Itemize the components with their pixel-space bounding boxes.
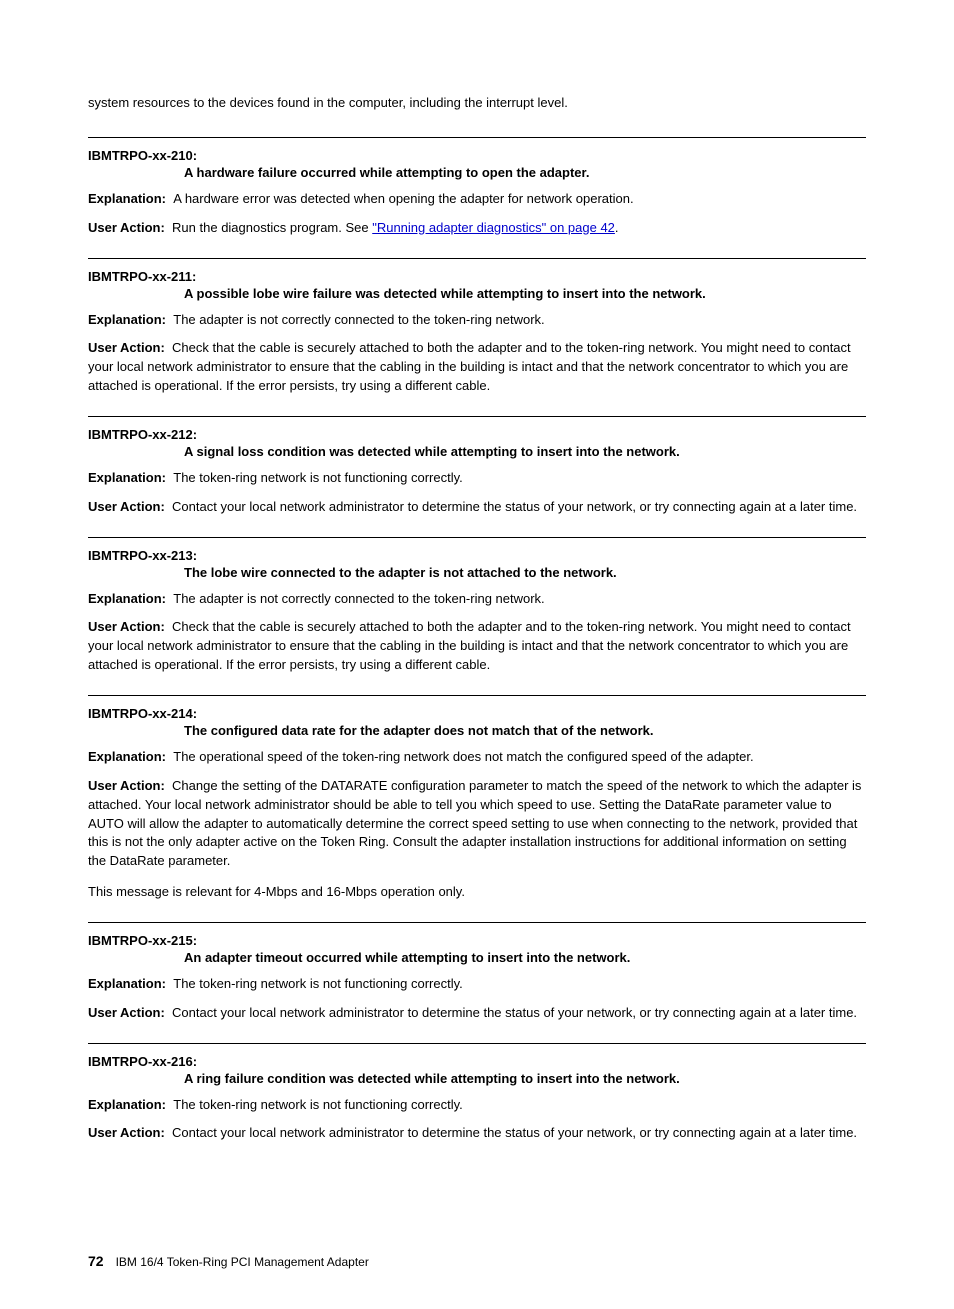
explanation-field: Explanation: The operational speed of th…	[88, 748, 866, 767]
explanation-text: The adapter is not correctly connected t…	[173, 312, 544, 327]
user-action-label: User Action:	[88, 499, 165, 514]
message-note: This message is relevant for 4-Mbps and …	[88, 883, 866, 902]
message-title: The configured data rate for the adapter…	[184, 723, 866, 738]
user-action-text: Check that the cable is securely attache…	[88, 340, 851, 393]
user-action-field: User Action: Contact your local network …	[88, 498, 866, 517]
message-entry: IBMTRPO-xx-213: The lobe wire connected t…	[88, 537, 866, 675]
message-entry: IBMTRPO-xx-216: A ring failure condition …	[88, 1043, 866, 1144]
explanation-text: The token-ring network is not functionin…	[173, 976, 463, 991]
message-title: A hardware failure occurred while attemp…	[184, 165, 866, 180]
user-action-text: Contact your local network administrator…	[172, 1125, 857, 1140]
user-action-field: User Action: Check that the cable is sec…	[88, 339, 866, 396]
explanation-label: Explanation:	[88, 470, 166, 485]
user-action-text: Contact your local network administrator…	[172, 499, 857, 514]
message-entry: IBMTRPO-xx-211: A possible lobe wire fail…	[88, 258, 866, 396]
user-action-field: User Action: Contact your local network …	[88, 1004, 866, 1023]
explanation-text: The token-ring network is not functionin…	[173, 470, 463, 485]
message-code: IBMTRPO-xx-212:	[88, 427, 866, 442]
user-action-text: Run the diagnostics program. See	[172, 220, 372, 235]
message-title: The lobe wire connected to the adapter i…	[184, 565, 866, 580]
explanation-field: Explanation: The token-ring network is n…	[88, 975, 866, 994]
user-action-text: Change the setting of the DATARATE confi…	[88, 778, 861, 868]
explanation-text: The adapter is not correctly connected t…	[173, 591, 544, 606]
explanation-label: Explanation:	[88, 312, 166, 327]
explanation-text: The token-ring network is not functionin…	[173, 1097, 463, 1112]
explanation-text: A hardware error was detected when openi…	[173, 191, 633, 206]
user-action-label: User Action:	[88, 778, 165, 793]
message-code: IBMTRPO-xx-211:	[88, 269, 866, 284]
user-action-text: .	[615, 220, 619, 235]
message-code: IBMTRPO-xx-213:	[88, 548, 866, 563]
user-action-text: Check that the cable is securely attache…	[88, 619, 851, 672]
message-code: IBMTRPO-xx-215:	[88, 933, 866, 948]
message-code: IBMTRPO-xx-210:	[88, 148, 866, 163]
user-action-label: User Action:	[88, 220, 165, 235]
explanation-field: Explanation: A hardware error was detect…	[88, 190, 866, 209]
intro-text: system resources to the devices found in…	[88, 94, 866, 113]
explanation-field: Explanation: The adapter is not correctl…	[88, 311, 866, 330]
message-entry: IBMTRPO-xx-210: A hardware failure occurr…	[88, 137, 866, 238]
explanation-label: Explanation:	[88, 191, 166, 206]
page-footer: 72 IBM 16/4 Token-Ring PCI Management Ada…	[88, 1253, 866, 1269]
explanation-label: Explanation:	[88, 1097, 166, 1112]
explanation-label: Explanation:	[88, 591, 166, 606]
message-title: A ring failure condition was detected wh…	[184, 1071, 866, 1086]
explanation-field: Explanation: The adapter is not correctl…	[88, 590, 866, 609]
message-title: An adapter timeout occurred while attemp…	[184, 950, 866, 965]
diagnostics-link[interactable]: "Running adapter diagnostics" on page 42	[372, 220, 615, 235]
user-action-field: User Action: Contact your local network …	[88, 1124, 866, 1143]
message-code: IBMTRPO-xx-216:	[88, 1054, 866, 1069]
user-action-label: User Action:	[88, 1005, 165, 1020]
explanation-label: Explanation:	[88, 749, 166, 764]
user-action-text: Contact your local network administrator…	[172, 1005, 857, 1020]
explanation-field: Explanation: The token-ring network is n…	[88, 469, 866, 488]
user-action-field: User Action: Change the setting of the D…	[88, 777, 866, 871]
user-action-label: User Action:	[88, 340, 165, 355]
message-title: A signal loss condition was detected whi…	[184, 444, 866, 459]
explanation-field: Explanation: The token-ring network is n…	[88, 1096, 866, 1115]
message-entry: IBMTRPO-xx-214: The configured data rate …	[88, 695, 866, 902]
explanation-text: The operational speed of the token-ring …	[173, 749, 753, 764]
explanation-label: Explanation:	[88, 976, 166, 991]
message-title: A possible lobe wire failure was detecte…	[184, 286, 866, 301]
message-entry: IBMTRPO-xx-215: An adapter timeout occurr…	[88, 922, 866, 1023]
user-action-label: User Action:	[88, 1125, 165, 1140]
doc-title: IBM 16/4 Token-Ring PCI Management Adapt…	[116, 1255, 369, 1269]
message-code: IBMTRPO-xx-214:	[88, 706, 866, 721]
user-action-field: User Action: Run the diagnostics program…	[88, 219, 866, 238]
message-entry: IBMTRPO-xx-212: A signal loss condition w…	[88, 416, 866, 517]
user-action-label: User Action:	[88, 619, 165, 634]
page-number: 72	[88, 1253, 104, 1269]
user-action-field: User Action: Check that the cable is sec…	[88, 618, 866, 675]
